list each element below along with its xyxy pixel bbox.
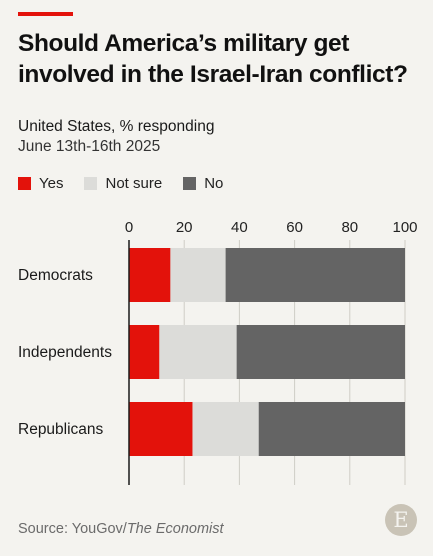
bar-independents-yes bbox=[129, 325, 160, 379]
category-label-republicans: Republicans bbox=[18, 421, 104, 438]
legend-label-no: No bbox=[204, 175, 224, 192]
economist-logo-icon: E bbox=[385, 504, 417, 536]
category-label-democrats: Democrats bbox=[18, 267, 93, 284]
bar-republicans-no bbox=[258, 402, 405, 456]
bar-democrats-not-sure bbox=[170, 248, 226, 302]
source-publication: The Economist bbox=[126, 521, 224, 537]
legend-swatch-no bbox=[183, 177, 197, 190]
x-tick-label-100: 100 bbox=[392, 219, 417, 236]
source-note: Source: YouGov/The Economist bbox=[18, 521, 224, 537]
chart-title: Should America’s military get involved i… bbox=[18, 30, 408, 88]
legend-item-not-sure: Not sure bbox=[84, 175, 162, 192]
date-range: June 13th-16th 2025 bbox=[18, 138, 161, 155]
legend-item-no: No bbox=[183, 175, 223, 192]
bar-democrats-yes bbox=[129, 248, 171, 302]
x-tick-label-60: 60 bbox=[286, 219, 303, 236]
x-tick-label-40: 40 bbox=[231, 219, 248, 236]
chart-subtitle: United States, % responding bbox=[18, 118, 215, 135]
source-prefix: Source: YouGov/ bbox=[18, 521, 127, 537]
x-tick-label-80: 80 bbox=[341, 219, 358, 236]
legend-label-not-sure: Not sure bbox=[105, 175, 163, 192]
x-tick-label-0: 0 bbox=[125, 219, 133, 236]
bar-democrats-no bbox=[225, 248, 405, 302]
stacked-bar-chart: 0 20 40 60 80 100 Democrats Independents Republi… bbox=[18, 219, 418, 485]
legend-item-yes: Yes bbox=[18, 175, 63, 192]
x-tick-label-20: 20 bbox=[176, 219, 193, 236]
category-label-independents: Independents bbox=[18, 344, 112, 361]
legend: Yes Not sure No bbox=[18, 175, 244, 192]
legend-swatch-not-sure bbox=[84, 177, 98, 190]
bar-republicans-yes bbox=[129, 402, 193, 456]
accent-bar bbox=[18, 12, 73, 16]
bar-independents-not-sure bbox=[159, 325, 237, 379]
bar-republicans-not-sure bbox=[192, 402, 259, 456]
legend-label-yes: Yes bbox=[39, 175, 64, 192]
bar-independents-no bbox=[236, 325, 405, 379]
legend-swatch-yes bbox=[18, 177, 31, 190]
